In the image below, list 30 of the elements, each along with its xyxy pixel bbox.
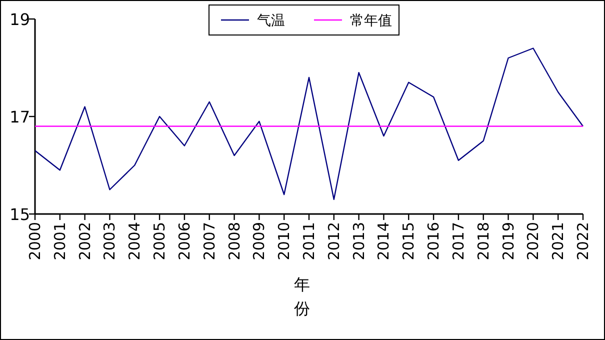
- x-tick-label: 2020: [524, 222, 542, 260]
- y-tick-label: 15: [10, 205, 30, 224]
- x-tick-label: 2011: [300, 222, 318, 260]
- x-tick-label: 2016: [424, 222, 443, 260]
- x-tick-label: 2007: [200, 222, 218, 260]
- legend-label: 常年值: [350, 13, 392, 29]
- y-tick-label: 17: [10, 108, 30, 126]
- y-tick-label: 19: [10, 10, 30, 29]
- x-tick-label: 2019: [499, 222, 518, 260]
- x-tick-label: 2021: [549, 222, 568, 260]
- x-tick-label: 2008: [225, 222, 244, 260]
- x-tick-label: 2000: [26, 222, 44, 260]
- x-tick-label: 2005: [150, 222, 169, 260]
- x-tick-label: 2013: [350, 222, 368, 260]
- x-tick-label: 2003: [100, 222, 119, 260]
- x-tick-label: 2001: [50, 222, 69, 260]
- x-tick-label: 2022: [574, 222, 592, 260]
- x-tick-label: 2006: [175, 222, 194, 260]
- x-tick-label: 2004: [126, 222, 144, 260]
- x-tick-label: 2015: [400, 222, 418, 260]
- x-tick-label: 2009: [250, 222, 268, 260]
- x-tick-label: 2014: [374, 222, 393, 260]
- line-series: [34, 48, 584, 200]
- x-tick-label: 2018: [474, 222, 492, 260]
- x-axis-title: 年份: [294, 275, 310, 318]
- x-tick-label: 2010: [275, 222, 294, 260]
- x-tick-label: 2017: [449, 222, 468, 260]
- legend-label: 气温: [257, 13, 285, 29]
- x-tick-label: 2002: [76, 222, 94, 260]
- x-tick-label: 2012: [324, 222, 343, 260]
